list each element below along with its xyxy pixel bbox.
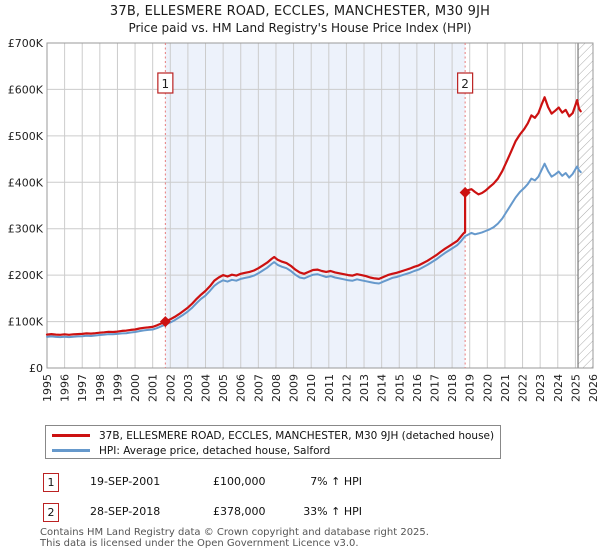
x-axis-label: 2012 — [340, 374, 353, 402]
between-sales-shading — [165, 43, 466, 368]
x-axis-label: 2003 — [182, 374, 195, 402]
x-axis-label: 2010 — [305, 374, 318, 402]
legend-label-property: 37B, ELLESMERE ROAD, ECCLES, MANCHESTER,… — [99, 429, 495, 442]
x-axis-label: 1996 — [59, 374, 72, 402]
x-axis-label: 2016 — [411, 374, 424, 402]
x-axis-label: 2011 — [323, 374, 336, 402]
hpi-line-swatch — [52, 449, 90, 452]
plot-border — [46, 42, 594, 369]
sale-2-marker-badge: 2 — [43, 503, 59, 522]
x-axis-label: 2001 — [147, 374, 160, 402]
sale-label-text-1: 1 — [162, 77, 170, 91]
x-axis-label: 2002 — [164, 374, 177, 402]
x-axis-label: 2007 — [252, 374, 265, 402]
y-axis-label: £0 — [29, 362, 43, 375]
sale-marker-diamond-1 — [159, 316, 171, 328]
sale-2-price: £378,000 — [213, 505, 266, 518]
x-axis-label: 2015 — [393, 374, 406, 402]
chart-legend: 37B, ELLESMERE ROAD, ECCLES, MANCHESTER,… — [45, 425, 501, 459]
x-axis-label: 2017 — [428, 374, 441, 402]
license-note: Contains HM Land Registry data © Crown c… — [40, 527, 429, 550]
x-axis-label: 2008 — [270, 374, 283, 402]
x-axis-label: 2020 — [481, 374, 494, 402]
x-axis-label: 2019 — [464, 374, 477, 402]
y-axis-label: £400K — [8, 176, 44, 189]
sale-row-1: 1 19-SEP-2001 £100,000 7% ↑ HPI — [43, 473, 563, 492]
sale-row-2: 2 28-SEP-2018 £378,000 33% ↑ HPI — [43, 503, 563, 522]
sale-1-date: 19-SEP-2001 — [90, 475, 161, 488]
sale-marker-diamond-2 — [459, 187, 471, 198]
x-axis-label: 2023 — [534, 374, 547, 402]
x-axis-label: 2022 — [517, 374, 530, 402]
x-axis-label: 1995 — [41, 374, 54, 402]
x-axis-label: 2018 — [446, 374, 459, 402]
sale-label-box-1 — [157, 72, 174, 94]
y-axis-label: £600K — [8, 83, 44, 96]
legend-item-property: 37B, ELLESMERE ROAD, ECCLES, MANCHESTER,… — [52, 428, 500, 443]
x-axis-label: 2005 — [217, 374, 230, 402]
series-price-paid-scaled — [45, 96, 582, 336]
property-line-swatch — [52, 434, 90, 437]
y-axis-label: £700K — [8, 37, 44, 50]
x-axis-label: 2009 — [288, 374, 301, 402]
x-axis-label: 2014 — [376, 374, 389, 402]
x-axis-label: 1997 — [76, 374, 89, 402]
series-hpi-salford-detached — [46, 162, 582, 339]
x-axis-label: 2013 — [358, 374, 371, 402]
legend-label-hpi: HPI: Average price, detached house, Salf… — [99, 444, 331, 457]
x-axis-label: 2026 — [587, 374, 600, 402]
future-data-hatch — [578, 43, 593, 368]
x-axis-label: 2004 — [200, 374, 213, 402]
price-history-chart: 1 2 £0 £100K £200K £300K £400K £500K £600K £700K 1… — [8, 37, 600, 402]
legend-item-hpi: HPI: Average price, detached house, Salf… — [52, 443, 500, 458]
x-axis-label: 2024 — [552, 374, 565, 402]
sale-label-box-2 — [457, 72, 474, 94]
x-axis-label: 2025 — [569, 374, 582, 402]
sale-1-price: £100,000 — [213, 475, 266, 488]
sale-2-date: 28-SEP-2018 — [90, 505, 161, 518]
y-axis-label: £200K — [8, 269, 44, 282]
x-axis-label: 2021 — [499, 374, 512, 402]
x-axis-label: 1998 — [94, 374, 107, 402]
page-title: 37B, ELLESMERE ROAD, ECCLES, MANCHESTER,… — [109, 4, 491, 19]
page-subtitle: Price paid vs. HM Land Registry's House … — [128, 21, 472, 35]
x-axis-label: 1999 — [111, 374, 124, 402]
sale-1-marker-badge: 1 — [43, 473, 59, 492]
sale-2-hpi-delta: 33% ↑ HPI — [303, 505, 362, 518]
y-axis-label: £100K — [8, 316, 44, 329]
y-axis-label: £500K — [8, 130, 44, 143]
y-axis-label: £300K — [8, 223, 44, 236]
license-line-2: This data is licensed under the Open Gov… — [40, 538, 359, 550]
sale-1-hpi-delta: 7% ↑ HPI — [310, 475, 362, 488]
x-axis-label: 2000 — [129, 374, 142, 402]
x-axis-label: 2006 — [235, 374, 248, 402]
license-line-1: Contains HM Land Registry data © Crown c… — [40, 527, 429, 538]
sale-label-text-2: 2 — [461, 77, 469, 91]
